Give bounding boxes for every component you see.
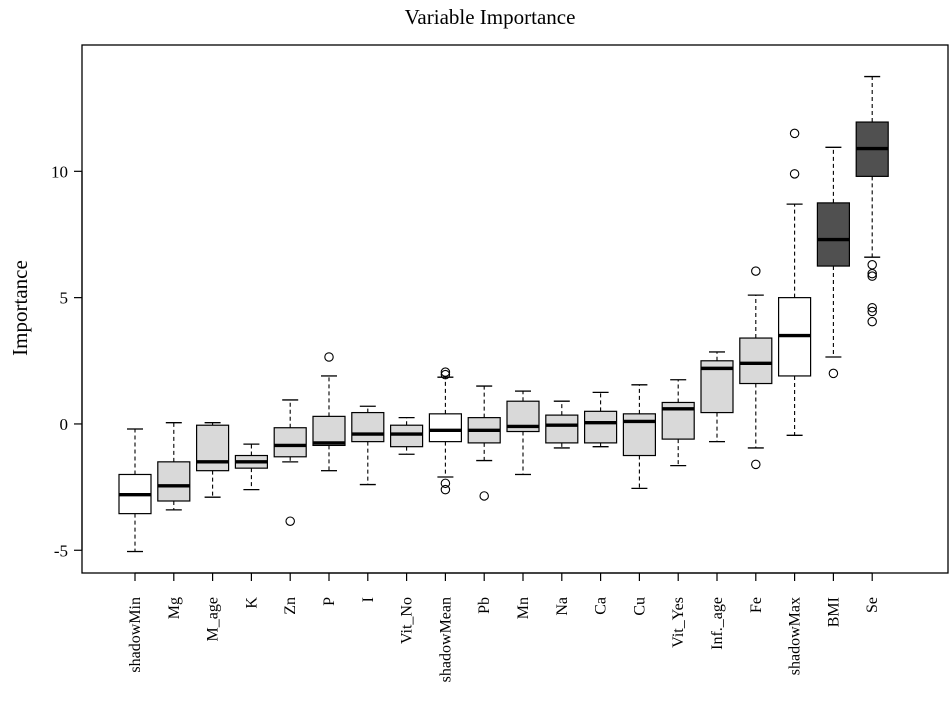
box-iqr — [390, 424, 424, 448]
box-vit-no — [390, 416, 424, 455]
outlier-point — [751, 459, 761, 470]
box-iqr — [739, 337, 773, 385]
outlier-point — [867, 268, 877, 279]
outlier-point — [440, 367, 451, 377]
box-inf-age — [700, 351, 734, 443]
outlier-point — [789, 169, 800, 179]
box-iqr — [816, 202, 851, 267]
x-tick-label: Zn — [282, 597, 299, 615]
x-tick-label: shadowMax — [787, 597, 804, 675]
x-tick-label: Vit_Yes — [670, 597, 687, 648]
x-tick-label: Vit_No — [399, 597, 416, 644]
x-tick-label: Se — [864, 597, 881, 613]
box-ca — [583, 391, 618, 448]
box-mn — [506, 390, 540, 476]
box-na — [545, 400, 579, 449]
x-tick-label: Ca — [593, 597, 610, 615]
box-se — [855, 75, 889, 327]
x-tick-label: Pb — [476, 597, 493, 614]
box-vit-yes — [661, 379, 695, 467]
outlier-point — [751, 266, 761, 276]
x-tick-label: shadowMean — [437, 597, 454, 682]
x-axis: shadowMin Mg M_age K Zn P I Vit_No shadowMean Pb M… — [127, 572, 881, 682]
plot-frame — [81, 44, 949, 574]
outlier-point — [440, 369, 451, 380]
y-tick-label: -5 — [54, 541, 68, 560]
box-iqr — [273, 427, 307, 458]
outlier-point — [440, 478, 451, 489]
box-k — [234, 443, 268, 491]
outlier-point — [828, 368, 839, 379]
box-shadowmax — [777, 128, 812, 436]
x-tick-label: BMI — [825, 597, 842, 627]
outlier-point — [324, 352, 334, 362]
box-series — [118, 75, 889, 553]
box-mg — [157, 422, 191, 511]
box-iqr — [351, 411, 385, 443]
x-tick-label: Inf._age — [709, 597, 726, 650]
x-tick-label: I — [360, 597, 377, 602]
outlier-point — [440, 484, 451, 495]
box-iqr — [545, 414, 579, 444]
outlier-point — [789, 128, 800, 139]
x-tick-label: Na — [554, 597, 571, 616]
y-axis: -5 0 5 10 — [51, 162, 83, 560]
box-iqr — [157, 461, 191, 502]
box-iqr — [428, 413, 462, 443]
outlier-point — [867, 306, 877, 317]
box-fe — [739, 266, 773, 470]
y-tick-label: 0 — [60, 415, 69, 434]
x-tick-label: P — [321, 597, 338, 606]
box-zn — [273, 399, 307, 526]
x-tick-label: Cu — [631, 597, 648, 616]
x-tick-label: K — [243, 597, 260, 609]
x-tick-label: Fe — [748, 597, 765, 613]
box-shadowmean — [428, 367, 462, 495]
box-p — [312, 352, 346, 472]
box-i — [351, 405, 385, 486]
box-cu — [622, 384, 657, 490]
y-axis-label: Importance — [8, 260, 32, 356]
outlier-point — [867, 271, 877, 281]
box-m-age — [196, 422, 230, 498]
box-iqr — [583, 410, 618, 444]
y-tick-label: 5 — [60, 289, 69, 308]
box-iqr — [312, 415, 346, 447]
outlier-point — [867, 316, 877, 327]
outlier-point — [285, 516, 295, 526]
outlier-point — [867, 302, 877, 313]
y-tick-label: 10 — [51, 162, 68, 181]
outlier-point — [867, 260, 877, 270]
x-tick-label: shadowMin — [127, 597, 144, 673]
chart-title: Variable Importance — [405, 5, 576, 29]
x-tick-label: Mn — [515, 597, 532, 619]
x-tick-label: M_age — [205, 597, 222, 641]
x-tick-label: Mg — [166, 597, 183, 619]
outlier-point — [479, 491, 489, 501]
box-bmi — [816, 146, 851, 379]
box-pb — [467, 385, 501, 501]
box-shadowmin — [118, 428, 152, 553]
box-iqr — [196, 424, 230, 472]
